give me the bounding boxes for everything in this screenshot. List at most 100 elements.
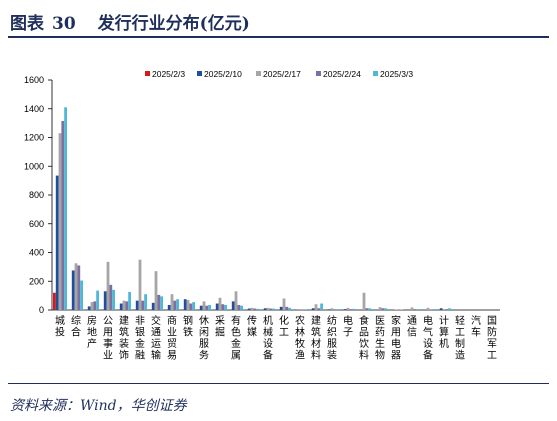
bar xyxy=(416,309,419,310)
legend-swatch xyxy=(256,71,261,76)
bar xyxy=(128,292,131,310)
source-note: 资料来源：Wind，华创证券 xyxy=(10,398,187,414)
legend-swatch xyxy=(373,71,378,76)
bar xyxy=(304,309,307,310)
x-tick-label: 纺织服装 xyxy=(327,314,337,362)
bar xyxy=(237,304,241,310)
bar xyxy=(263,308,267,310)
x-tick-label: 建筑装饰 xyxy=(119,314,129,362)
x-tick-label: 钢铁 xyxy=(183,314,193,339)
bar xyxy=(157,294,161,310)
bar xyxy=(183,299,187,310)
bottom-rule xyxy=(8,383,549,384)
legend-label: 2025/2/24 xyxy=(323,69,361,79)
y-tick-label: 1600 xyxy=(24,75,44,85)
y-tick-label: 400 xyxy=(29,248,44,258)
bar xyxy=(298,309,302,310)
bar xyxy=(231,301,235,310)
bar xyxy=(327,309,331,310)
y-tick-label: 0 xyxy=(39,305,44,315)
y-tick-label: 1200 xyxy=(24,133,44,143)
bar xyxy=(413,309,417,310)
x-tick-label: 农林牧渔 xyxy=(295,314,305,362)
bar xyxy=(160,296,163,310)
x-tick-label: 轻工制造 xyxy=(455,314,465,362)
x-tick-label: 房地产 xyxy=(87,314,97,350)
x-tick-label: 国防军工 xyxy=(487,315,497,362)
y-tick-label: 800 xyxy=(29,190,44,200)
bar xyxy=(439,308,443,310)
bar xyxy=(448,308,451,310)
bar xyxy=(154,271,158,310)
bar xyxy=(186,299,190,310)
bar xyxy=(269,308,273,310)
x-tick-label: 城投 xyxy=(55,315,65,339)
bar xyxy=(106,261,110,310)
bar xyxy=(352,308,355,310)
bar xyxy=(77,265,81,310)
bar xyxy=(151,302,155,310)
legend-swatch xyxy=(145,71,150,76)
bar xyxy=(266,307,270,310)
x-tick-label: 食品饮料 xyxy=(359,314,369,362)
x-tick-label: 电气设备 xyxy=(423,314,433,362)
bar xyxy=(365,308,369,310)
x-tick-label: 化工 xyxy=(279,314,289,339)
bar xyxy=(192,302,195,310)
bar xyxy=(362,292,366,310)
y-tick-label: 200 xyxy=(29,276,44,286)
bar xyxy=(250,307,254,310)
bar xyxy=(122,300,126,310)
bar xyxy=(221,304,225,310)
y-tick-label: 1000 xyxy=(24,161,44,171)
bar xyxy=(234,291,238,310)
bar xyxy=(349,309,353,310)
x-tick-label: 采掘 xyxy=(215,315,225,339)
x-tick-label: 机械设备 xyxy=(263,314,273,362)
bar xyxy=(442,309,446,310)
x-tick-label: 公用事业 xyxy=(103,316,113,362)
legend-label: 2025/2/10 xyxy=(204,69,242,79)
bar xyxy=(202,301,206,310)
bar-chart: 0 200 400 600 800 1000 1200 1400 1600 城投综合房地产公用事业… xyxy=(24,69,500,362)
bar xyxy=(336,309,339,310)
bar xyxy=(74,263,78,310)
bar xyxy=(173,300,177,310)
bar xyxy=(109,284,113,310)
bar xyxy=(199,305,203,310)
bar xyxy=(55,175,59,310)
bar xyxy=(90,302,94,310)
x-tick-label: 建筑材料 xyxy=(311,314,321,362)
bar xyxy=(141,300,145,310)
bar xyxy=(445,309,449,310)
y-tick-label: 600 xyxy=(29,219,44,229)
legend-label: 2025/3/3 xyxy=(380,69,413,79)
bar xyxy=(87,306,91,310)
bar xyxy=(346,307,350,310)
bar xyxy=(138,259,142,310)
bar xyxy=(167,304,171,310)
x-tick-label: 传媒 xyxy=(247,315,257,339)
bar xyxy=(224,304,227,310)
bar xyxy=(208,304,211,310)
legend-label: 2025/2/17 xyxy=(263,69,301,79)
bar xyxy=(253,308,257,310)
x-tick-label: 综合 xyxy=(71,314,81,339)
bar xyxy=(189,303,193,310)
bar xyxy=(279,306,283,310)
bar xyxy=(314,304,318,310)
chart-title: 图表 30 发行行业分布(亿元) xyxy=(10,9,250,34)
x-tick-label: 通信 xyxy=(407,315,417,339)
figure-title: 发行行业分布(亿元) xyxy=(97,14,250,34)
bar xyxy=(272,308,275,310)
x-tick-label: 交通运输 xyxy=(151,314,161,362)
bar xyxy=(247,308,251,310)
bar xyxy=(64,107,67,310)
bar xyxy=(215,303,219,310)
x-tick-label: 有色金属 xyxy=(231,314,241,362)
bar xyxy=(176,299,179,310)
bar xyxy=(170,294,174,310)
bar xyxy=(125,301,129,310)
bar xyxy=(384,308,387,310)
bar xyxy=(282,298,286,310)
